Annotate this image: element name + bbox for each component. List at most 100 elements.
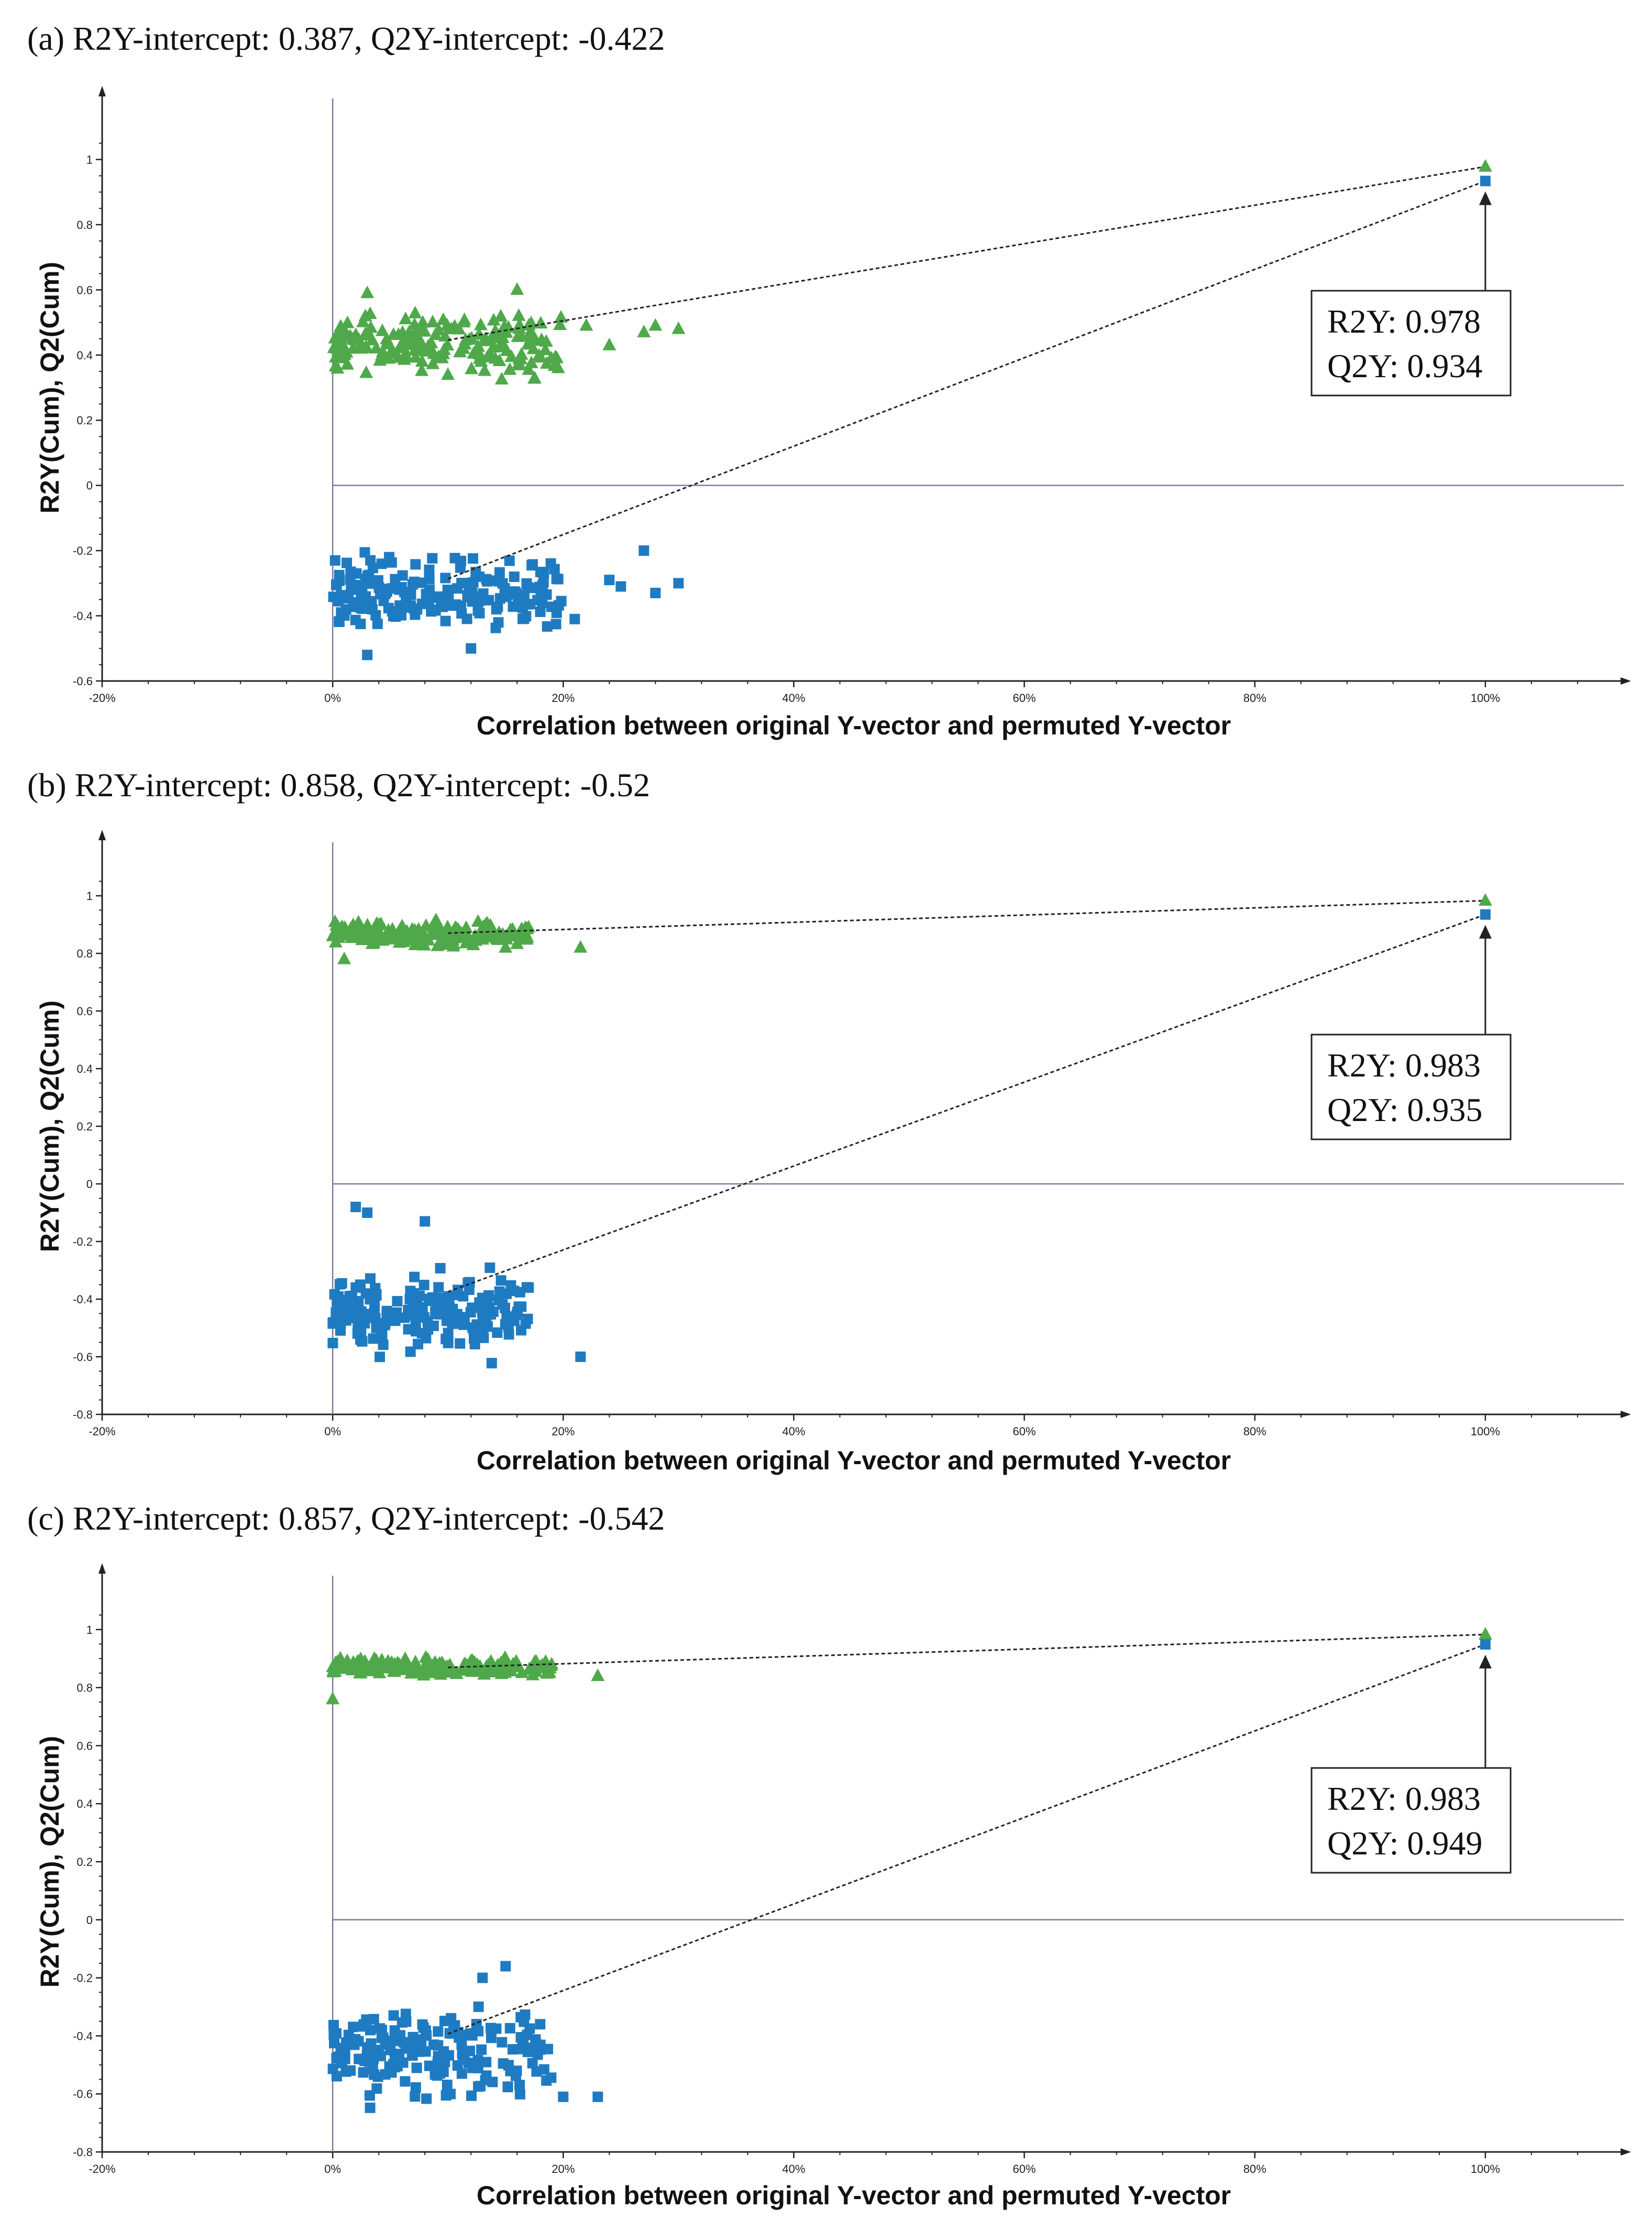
- q2-permutation-point: [361, 598, 372, 609]
- annotation-r2-label: R2Y: 0.983: [1327, 1047, 1481, 1084]
- q2-permutation-point: [432, 1309, 443, 1320]
- r2-permutation-point: [458, 337, 472, 350]
- y-axis-title: R2Y(Cum), Q2(Cum): [35, 1736, 64, 1988]
- q2-permutation-point: [455, 1338, 466, 1349]
- q2-permutation-point: [456, 578, 467, 589]
- q2-permutation-point: [388, 2035, 399, 2046]
- q2-permutation-point: [413, 1338, 424, 1349]
- q2-permutation-point: [493, 1295, 504, 1306]
- q2-permutation-point: [356, 588, 367, 599]
- x-tick-label: -20%: [89, 691, 115, 705]
- panel-c: (c) R2Y-intercept: 0.857, Q2Y-intercept:…: [27, 1500, 1631, 2210]
- r2-permutation-point: [334, 331, 348, 344]
- y-axis-title: R2Y(Cum), Q2(Cum): [35, 1001, 64, 1253]
- r2-permutation-point: [452, 322, 466, 335]
- q2-permutation-point: [329, 555, 340, 566]
- r2-permutation-point: [447, 930, 461, 943]
- x-axis-arrow: [1621, 1411, 1631, 1418]
- q2-permutation-point: [410, 609, 421, 620]
- r2-permutation-point: [421, 339, 435, 352]
- r2-permutation-point: [328, 359, 343, 372]
- q2-permutation-point: [495, 1275, 506, 1286]
- q2-permutation-point: [467, 2062, 478, 2073]
- q2-permutation-point: [412, 1296, 423, 1307]
- r2-permutation-point: [362, 327, 377, 340]
- annotation-r2-label: R2Y: 0.983: [1327, 1780, 1481, 1817]
- q2-permutation-point: [339, 610, 350, 621]
- q2-permutation-point: [331, 579, 342, 590]
- q2-permutation-point: [378, 1339, 389, 1350]
- q2-permutation-point: [493, 617, 504, 628]
- annotation-box: [1310, 1767, 1512, 1874]
- r2-permutation-point: [534, 316, 548, 329]
- r2-permutation-point: [369, 340, 383, 354]
- r2-permutation-point: [574, 940, 588, 953]
- annotation-q2-label: Q2Y: 0.949: [1327, 1825, 1482, 1862]
- r2-permutation-point: [416, 324, 430, 337]
- q2-permutation-point: [417, 2019, 428, 2030]
- r2-permutation-point: [457, 314, 471, 327]
- q2-permutation-point: [375, 1322, 386, 1333]
- y-tick-label: 0: [86, 479, 93, 492]
- r2-permutation-point: [399, 312, 413, 325]
- r2-permutation-point: [503, 362, 517, 375]
- q2-permutation-point: [359, 1318, 370, 1329]
- q2-permutation-point: [466, 2090, 477, 2101]
- annotation-q2-label: Q2Y: 0.935: [1327, 1091, 1482, 1128]
- r2-permutation-point: [522, 335, 536, 348]
- r2-permutation-point: [399, 349, 413, 362]
- r2-permutation-point: [412, 332, 426, 345]
- r2-permutation-point: [408, 1662, 422, 1675]
- annotation-q2-label: Q2Y: 0.934: [1327, 347, 1482, 385]
- q2-permutation-point: [410, 2091, 421, 2102]
- r2-permutation-point: [497, 1662, 511, 1675]
- q2-permutation-point: [538, 568, 549, 579]
- q2-permutation-point: [336, 590, 347, 601]
- q2-permutation-point: [407, 579, 418, 590]
- panel-title: (c) R2Y-intercept: 0.857, Q2Y-intercept:…: [27, 1500, 665, 1537]
- y-tick-label: 0.2: [76, 414, 93, 427]
- r2-permutation-point: [494, 309, 508, 322]
- r2-permutation-point: [602, 337, 616, 350]
- q2-permutation-point: [509, 587, 520, 598]
- r2-permutation-point: [333, 1651, 347, 1664]
- r2-permutation-point: [415, 363, 429, 376]
- x-tick-label: 80%: [1243, 1425, 1266, 1438]
- r2-permutation-point: [472, 327, 486, 340]
- q2-permutation-point: [466, 643, 477, 654]
- r2-permutation-point: [480, 349, 494, 362]
- q2-permutation-point: [327, 1317, 338, 1328]
- y-tick-label: -0.6: [73, 675, 93, 688]
- q2-permutation-point: [365, 2102, 376, 2113]
- q2-permutation-point: [465, 2028, 476, 2039]
- r2-permutation-point: [471, 1663, 486, 1676]
- r2-permutation-point: [372, 1658, 386, 1671]
- q2-permutation-point: [473, 596, 484, 607]
- q2-permutation-point: [371, 2083, 382, 2094]
- r2-permutation-point: [429, 1662, 443, 1675]
- y-tick-label: 0.4: [76, 1062, 93, 1075]
- annotation-r2-label: R2Y: 0.978: [1327, 303, 1481, 340]
- q2-permutation-point: [515, 2012, 526, 2023]
- r2-permutation-point: [499, 940, 513, 953]
- q2-permutation-point: [468, 553, 479, 564]
- r2-permutation-point: [398, 1651, 412, 1664]
- q2-original-point: [1480, 175, 1491, 186]
- r2-permutation-point: [494, 371, 509, 385]
- q2-permutation-point: [350, 614, 361, 625]
- r2-permutation-point: [433, 920, 447, 933]
- q2-permutation-point: [370, 610, 381, 621]
- r2-permutation-point: [328, 914, 342, 927]
- panel-title: (a) R2Y-intercept: 0.387, Q2Y-intercept:…: [27, 20, 665, 57]
- r2-permutation-point: [395, 918, 409, 931]
- q2-permutation-point: [368, 1333, 379, 1344]
- q2-permutation-point: [500, 1961, 511, 1972]
- r2-permutation-point: [554, 310, 568, 323]
- r2-permutation-point: [500, 343, 514, 356]
- y-axis-arrow: [98, 86, 106, 96]
- q2-permutation-point: [470, 567, 481, 578]
- r2-permutation-point: [416, 315, 430, 328]
- x-tick-label: 40%: [782, 1425, 805, 1438]
- y-tick-label: 0.2: [76, 1120, 93, 1133]
- q2-permutation-point: [458, 1319, 469, 1330]
